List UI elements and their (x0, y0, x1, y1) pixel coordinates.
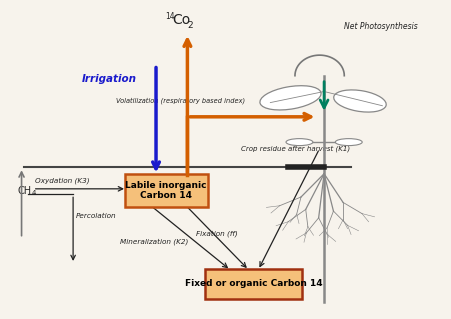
FancyBboxPatch shape (124, 174, 207, 207)
Text: 4: 4 (32, 190, 36, 196)
Text: Net Photosynthesis: Net Photosynthesis (344, 22, 418, 31)
Text: Irrigation: Irrigation (82, 74, 137, 84)
Ellipse shape (286, 139, 313, 145)
Ellipse shape (334, 90, 386, 112)
Text: Crop residue after harvest (K1): Crop residue after harvest (K1) (241, 145, 350, 152)
Text: CH: CH (17, 186, 31, 196)
Text: Fixed or organic Carbon 14: Fixed or organic Carbon 14 (185, 279, 322, 288)
Text: 14: 14 (165, 12, 175, 21)
Ellipse shape (260, 86, 321, 110)
Text: Fixation (ff): Fixation (ff) (196, 231, 238, 237)
Ellipse shape (335, 139, 362, 145)
Text: 2: 2 (188, 21, 193, 30)
Text: Co: Co (173, 13, 191, 27)
Text: Mineralization (K2): Mineralization (K2) (120, 238, 189, 245)
FancyBboxPatch shape (205, 269, 302, 299)
Text: Oxydation (K3): Oxydation (K3) (35, 177, 90, 184)
Text: Percolation: Percolation (75, 213, 116, 219)
Text: Labile inorganic
Carbon 14: Labile inorganic Carbon 14 (125, 181, 207, 200)
Text: Volatilization (respiratory based index): Volatilization (respiratory based index) (116, 98, 245, 104)
